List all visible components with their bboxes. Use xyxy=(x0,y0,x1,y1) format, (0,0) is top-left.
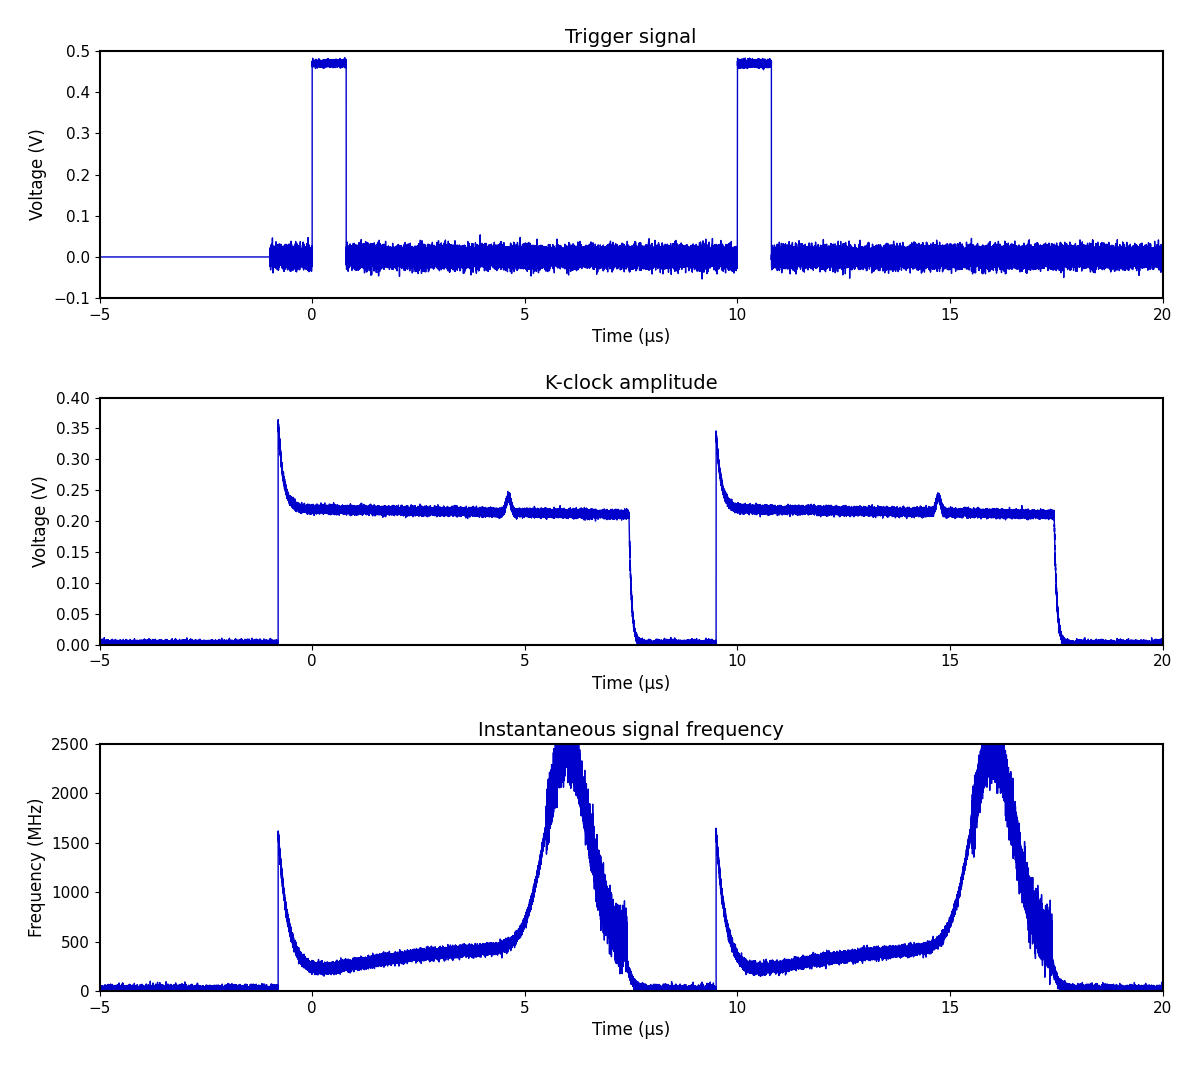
Y-axis label: Voltage (V): Voltage (V) xyxy=(30,129,48,221)
X-axis label: Time (μs): Time (μs) xyxy=(592,1021,671,1039)
Title: K-clock amplitude: K-clock amplitude xyxy=(545,375,718,393)
Title: Instantaneous signal frequency: Instantaneous signal frequency xyxy=(478,720,784,739)
X-axis label: Time (μs): Time (μs) xyxy=(592,329,671,347)
Y-axis label: Frequency (MHz): Frequency (MHz) xyxy=(28,798,46,937)
Title: Trigger signal: Trigger signal xyxy=(565,28,697,47)
Y-axis label: Voltage (V): Voltage (V) xyxy=(32,475,50,567)
X-axis label: Time (μs): Time (μs) xyxy=(592,674,671,692)
